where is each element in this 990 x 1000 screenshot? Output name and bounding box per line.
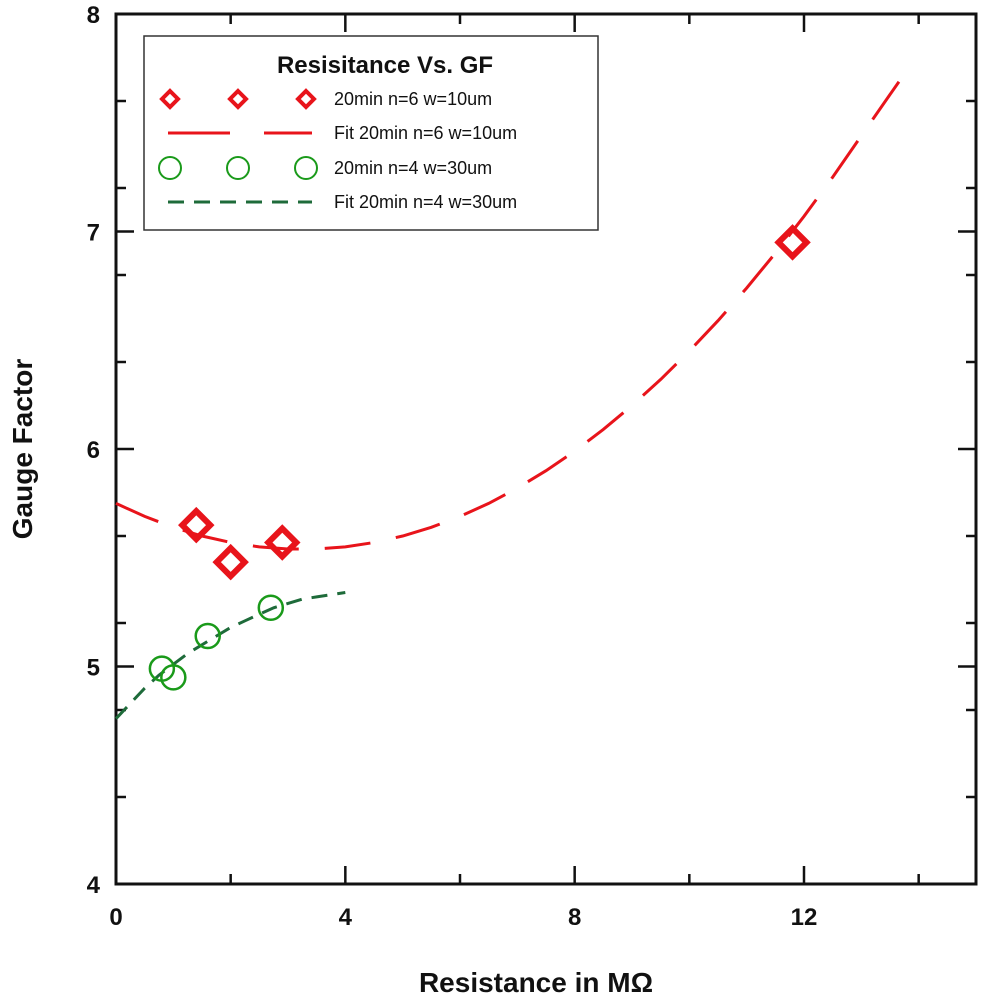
- x-tick-label: 0: [109, 904, 122, 931]
- legend-entries: 20min n=6 w=10um Fit 20min n=6 w=10um 20mi…: [158, 88, 517, 212]
- legend-entry: Fit 20min n=6 w=10um: [168, 123, 517, 143]
- legend-marker-circle: [294, 156, 318, 180]
- legend-label: Fit 20min n=4 w=30um: [334, 192, 517, 212]
- y-axis-title: Gauge Factor: [7, 359, 38, 540]
- y-tick-label: 5: [87, 655, 100, 682]
- data-point-diamond: [178, 506, 215, 544]
- legend-marker-diamond: [159, 88, 181, 110]
- y-tick-label: 7: [87, 220, 100, 247]
- legend-entry: 20min n=4 w=30um: [158, 156, 492, 180]
- y-tick-label: 8: [87, 2, 100, 29]
- y-tick-label: 6: [87, 437, 100, 464]
- legend-marker-diamond: [295, 88, 317, 110]
- x-axis-title: Resistance in MΩ: [419, 967, 653, 998]
- legend-entry: Fit 20min n=4 w=30um: [168, 192, 517, 212]
- legend-marker-diamond: [227, 88, 249, 110]
- data-series: [114, 60, 915, 720]
- legend-title: Resisitance Vs. GF: [277, 52, 493, 79]
- fit-line-green: [114, 591, 346, 720]
- axis-ticks: [114, 12, 976, 886]
- data-point-diamond: [774, 224, 811, 261]
- legend-marker-circle: [226, 156, 250, 180]
- data-point-circle: [257, 594, 285, 622]
- data-point-diamond: [212, 543, 249, 581]
- x-tick-label: 8: [568, 904, 581, 931]
- legend-marker-circle: [158, 156, 182, 180]
- data-point-circle: [160, 664, 187, 691]
- legend-label: 20min n=4 w=30um: [334, 158, 492, 178]
- y-tick-label: 4: [87, 872, 101, 899]
- data-point-diamond: [264, 524, 301, 561]
- legend: Resisitance Vs. GF 20min n=6 w=10um Fit 2…: [143, 35, 599, 231]
- legend-entry: 20min n=6 w=10um: [159, 88, 492, 110]
- legend-label: 20min n=6 w=10um: [334, 89, 492, 109]
- legend-label: Fit 20min n=6 w=10um: [334, 123, 517, 143]
- x-tick-label: 4: [339, 904, 353, 931]
- x-tick-label: 12: [791, 904, 818, 931]
- data-point-circle: [194, 622, 221, 650]
